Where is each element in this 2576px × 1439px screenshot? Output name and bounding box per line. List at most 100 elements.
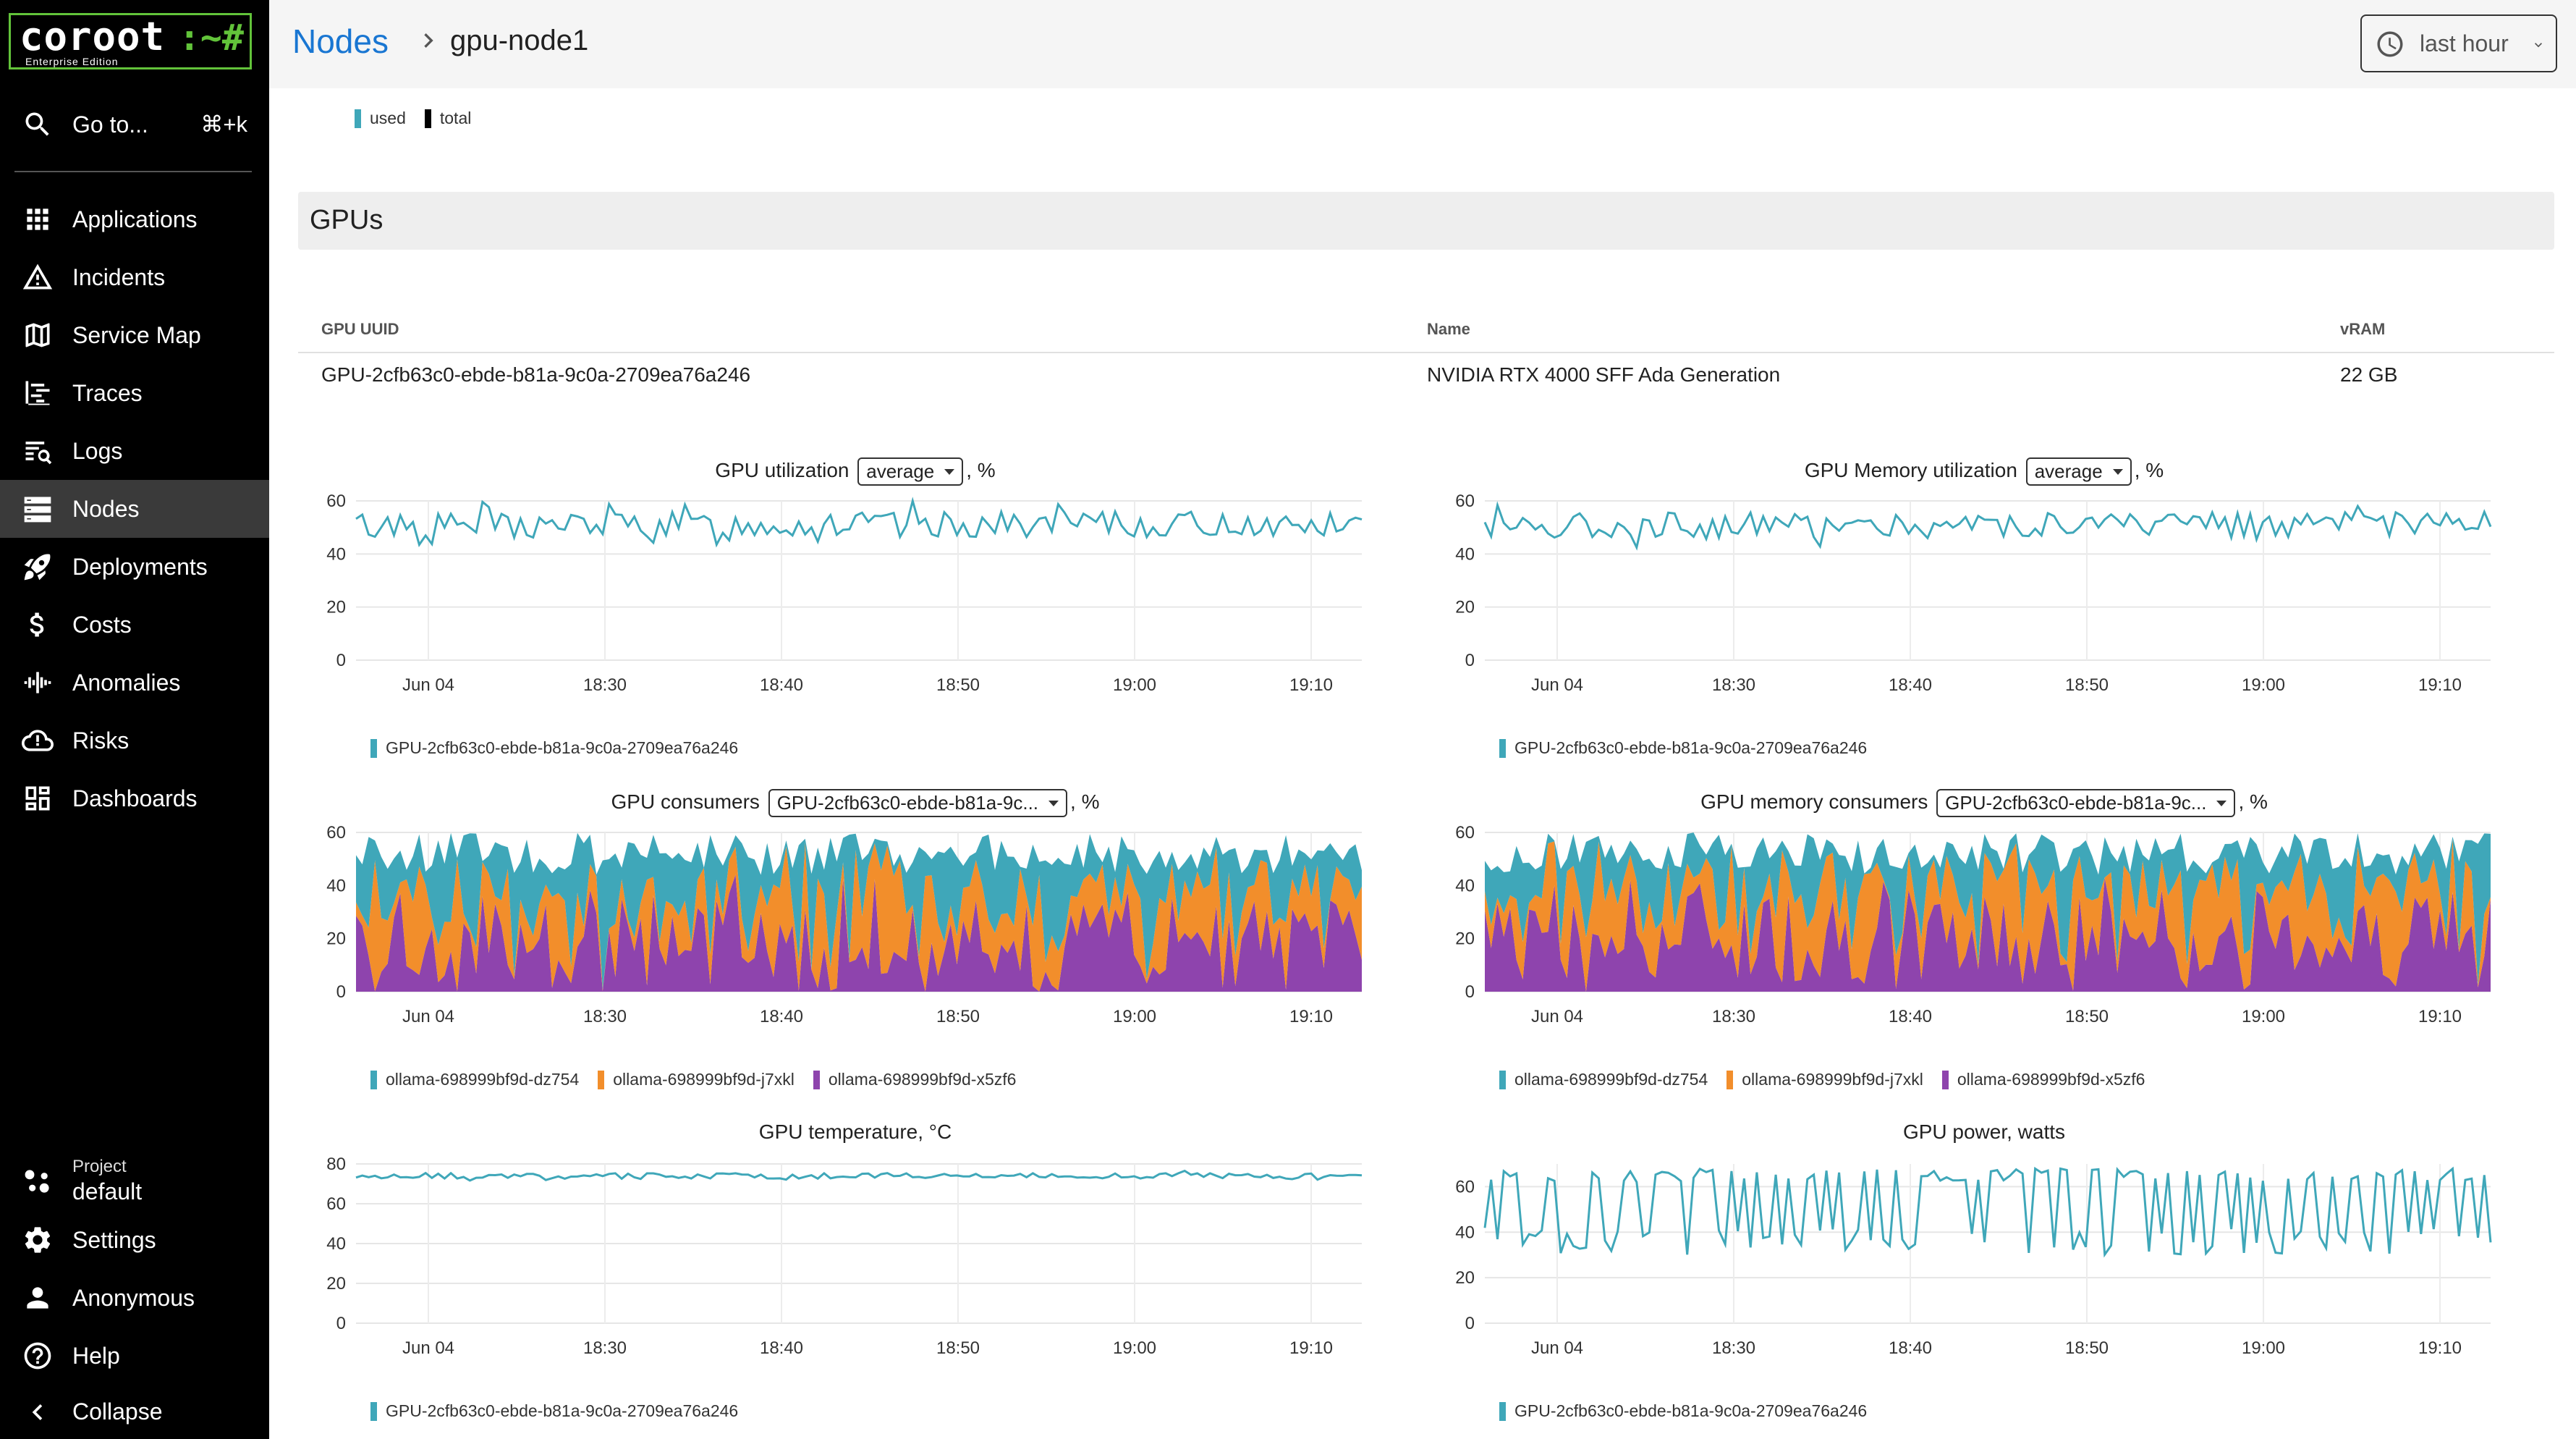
chart-title: GPU Memory utilization average , % [1441, 457, 2527, 486]
table-cell-vram: 22 GB [2340, 363, 2398, 386]
coroot-logo[interactable]: coroot :~# Enterprise Edition [9, 13, 252, 69]
series-line [1483, 501, 2492, 551]
sidebar-item-incidents[interactable]: Incidents [0, 248, 269, 306]
area-series-2 [1485, 838, 2491, 992]
project-item[interactable] [0, 1152, 269, 1210]
legend-item[interactable]: ollama-698999bf9d-j7xkl [1726, 1070, 1923, 1089]
sidebar-item-costs[interactable]: Costs [0, 596, 269, 654]
y-tick-label: 20 [326, 1274, 346, 1294]
x-tick-label: 18:30 [583, 1007, 627, 1026]
sidebar-item-label: Anomalies [72, 669, 181, 696]
legend-item[interactable]: GPU-2cfb63c0-ebde-b81a-9c0a-2709ea76a246 [1499, 738, 1867, 758]
chart-gpu-power: GPU power, watts 0 20 40 60 Jun 04 18:30 18:40… [1441, 1121, 2527, 1425]
sidebar-item-help[interactable]: Help [0, 1327, 269, 1385]
sidebar-item-traces[interactable]: Traces [0, 364, 269, 422]
clock-icon [2375, 29, 2405, 59]
chart-plot[interactable]: 0 20 40 60 Jun 04 18:30 18:40 18:50 19:00 19:10 [313, 818, 1398, 1050]
chart-plot[interactable]: 0 20 40 60 80 Jun 04 18:30 18:40 18:50 19:00 19:10 [313, 1149, 1398, 1381]
x-tick-label: 18:50 [936, 1338, 980, 1358]
chart-plot[interactable]: 0 20 40 60 Jun 04 18:30 18:40 18:50 19:00 19:10 [1441, 486, 2527, 718]
legend-item[interactable]: GPU-2cfb63c0-ebde-b81a-9c0a-2709ea76a246 [370, 1401, 738, 1421]
chart-title-text: GPU consumers [611, 790, 760, 813]
legend-label: ollama-698999bf9d-j7xkl [1742, 1070, 1923, 1089]
y-tick-label: 20 [326, 598, 346, 617]
x-tick-label: 18:40 [1889, 675, 1932, 695]
chart-plot[interactable]: 0 20 40 60 Jun 04 18:30 18:40 18:50 19:00 19:10 [1441, 818, 2527, 1050]
sidebar-item-anonymous[interactable]: Anonymous [0, 1269, 269, 1327]
breadcrumb-nodes-link[interactable]: Nodes [292, 22, 389, 60]
legend-item[interactable]: ollama-698999bf9d-j7xkl [598, 1070, 795, 1089]
sidebar-item-label: Risks [72, 727, 130, 754]
legend-swatch [1726, 1070, 1734, 1089]
x-tick-label: 19:00 [2242, 675, 2285, 695]
gpu-select[interactable]: GPU-2cfb63c0-ebde-b81a-9c... [1936, 789, 2236, 817]
sidebar-item-collapse[interactable]: Collapse [0, 1385, 269, 1439]
sidebar-item-dashboards[interactable]: Dashboards [0, 769, 269, 827]
sidebar-item-applications[interactable]: Applications [0, 190, 269, 248]
legend-swatch [355, 109, 361, 128]
caret-down-icon [1048, 800, 1059, 806]
sidebar-item-anomalies[interactable]: Anomalies [0, 654, 269, 712]
area-series-1 [1485, 832, 2491, 985]
aggregation-select[interactable]: average [2025, 457, 2132, 486]
time-range-picker[interactable]: last hour [2360, 14, 2557, 72]
table-cell-name: NVIDIA RTX 4000 SFF Ada Generation [1427, 363, 1781, 386]
page-title: gpu-node1 [450, 25, 589, 56]
y-tick-label: 60 [1455, 491, 1475, 511]
chart-title: GPU memory consumers GPU-2cfb63c0-ebde-b… [1441, 789, 2527, 817]
sidebar-divider [14, 171, 252, 172]
y-tick-label: 0 [1465, 651, 1475, 670]
time-range-label: last hour [2420, 30, 2509, 56]
legend-label: GPU-2cfb63c0-ebde-b81a-9c0a-2709ea76a246 [386, 738, 739, 757]
legend-swatch [370, 1070, 377, 1089]
sidebar-item-label: Logs [72, 437, 123, 464]
legend-label: GPU-2cfb63c0-ebde-b81a-9c0a-2709ea76a246 [1514, 738, 1868, 757]
x-tick-label: 19:00 [1113, 1338, 1156, 1358]
legend-item-total[interactable]: total [424, 109, 471, 128]
legend-item[interactable]: ollama-698999bf9d-x5zf6 [813, 1070, 1016, 1089]
column-header-name[interactable]: Name [1427, 320, 1470, 338]
legend-swatch [370, 1401, 377, 1421]
dashboard-icon [22, 782, 54, 814]
legend-item[interactable]: ollama-698999bf9d-x5zf6 [1941, 1070, 2145, 1089]
legend-item-used[interactable]: used [355, 109, 406, 128]
sidebar-item-deployments[interactable]: Deployments [0, 538, 269, 596]
x-tick-label: Jun 04 [402, 1338, 454, 1358]
logo-prompt: :~# [178, 17, 244, 59]
sidebar-item-service-map[interactable]: Service Map [0, 306, 269, 364]
apps-icon [22, 203, 54, 235]
chart-gpu-consumers: GPU consumers GPU-2cfb63c0-ebde-b81a-9c.… [313, 789, 1398, 1093]
y-tick-label: 0 [336, 1314, 346, 1333]
chart-title-text: GPU Memory utilization [1804, 458, 2017, 481]
logo-edition: Enterprise Edition [25, 56, 119, 67]
gpu-select[interactable]: GPU-2cfb63c0-ebde-b81a-9c... [768, 789, 1068, 817]
x-tick-label: 18:40 [1889, 1338, 1932, 1358]
legend-swatch [598, 1070, 605, 1089]
nodes-icon [22, 493, 54, 525]
area-series-3 [1485, 877, 2491, 992]
chart-legend: GPU-2cfb63c0-ebde-b81a-9c0a-2709ea76a246 [1499, 738, 1886, 758]
chart-title-text: GPU utilization [715, 458, 850, 481]
goto-search[interactable]: Go to... ⌘+k [0, 96, 269, 153]
aggregation-select[interactable]: average [857, 457, 964, 486]
y-tick-label: 40 [326, 544, 346, 564]
warning-icon [22, 261, 54, 293]
x-tick-label: 18:30 [1712, 675, 1755, 695]
legend-item[interactable]: ollama-698999bf9d-dz754 [1499, 1070, 1708, 1089]
series-line [355, 1169, 1363, 1182]
legend-item[interactable]: GPU-2cfb63c0-ebde-b81a-9c0a-2709ea76a246 [1499, 1401, 1867, 1421]
sidebar-item-nodes[interactable]: Nodes [0, 480, 269, 538]
sidebar-item-label: Anonymous [72, 1284, 195, 1311]
sidebar-item-label: Help [72, 1342, 120, 1369]
sidebar-item-logs[interactable]: Logs [0, 422, 269, 480]
legend-item[interactable]: GPU-2cfb63c0-ebde-b81a-9c0a-2709ea76a246 [370, 738, 738, 758]
column-header-vram[interactable]: vRAM [2340, 320, 2386, 338]
sidebar-item-settings[interactable]: Settings [0, 1211, 269, 1269]
legend-item[interactable]: ollama-698999bf9d-dz754 [370, 1070, 579, 1089]
chart-plot[interactable]: 0 20 40 60 Jun 04 18:30 18:40 18:50 19:00 19:10 [313, 486, 1398, 718]
chart-plot[interactable]: 0 20 40 60 Jun 04 18:30 18:40 18:50 19:00 19:10 [1441, 1149, 2527, 1381]
legend-swatch [370, 738, 377, 758]
x-tick-label: 18:30 [583, 675, 627, 695]
column-header-uuid[interactable]: GPU UUID [321, 320, 399, 338]
sidebar-item-risks[interactable]: Risks [0, 712, 269, 769]
